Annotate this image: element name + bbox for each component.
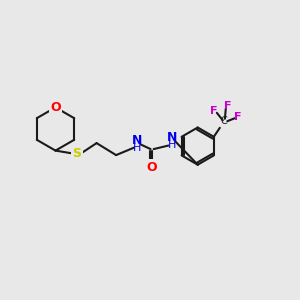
Text: N: N <box>132 134 142 147</box>
Text: C: C <box>221 116 228 126</box>
Text: O: O <box>147 160 158 174</box>
Text: O: O <box>50 101 61 114</box>
Text: S: S <box>73 147 82 160</box>
Text: N: N <box>167 131 177 144</box>
Text: F: F <box>224 101 231 111</box>
Text: F: F <box>210 106 218 116</box>
Text: H: H <box>167 140 176 151</box>
Text: H: H <box>133 143 141 154</box>
Text: F: F <box>234 112 242 122</box>
